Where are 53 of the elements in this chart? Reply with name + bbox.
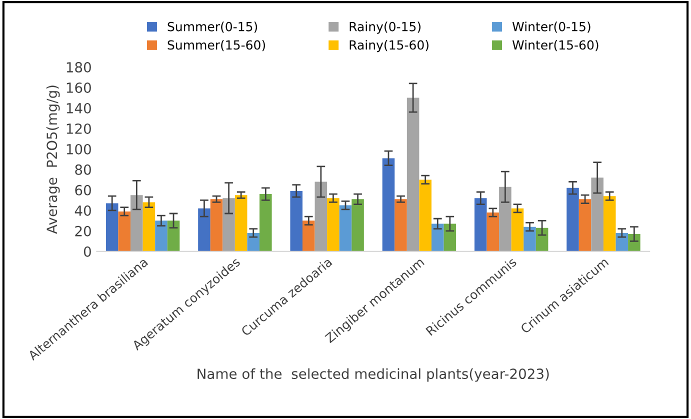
y-tick-label: 20 xyxy=(75,226,91,236)
bar xyxy=(591,178,604,252)
legend-label: Rainy(0-15) xyxy=(350,22,420,34)
legend-label: Winter(0-15) xyxy=(512,22,590,33)
bar xyxy=(302,220,315,252)
bar xyxy=(524,226,536,252)
bar xyxy=(431,224,444,252)
bar xyxy=(198,208,210,252)
bar xyxy=(616,232,628,252)
bar xyxy=(603,196,616,252)
bar xyxy=(486,212,500,252)
y-axis-title: Average P2O5(mg/g) xyxy=(46,86,60,234)
bar xyxy=(234,195,248,252)
bar xyxy=(339,205,352,252)
bar xyxy=(566,188,579,252)
bar xyxy=(444,224,456,252)
bar xyxy=(314,182,328,252)
legend-label: Summer(0-15) xyxy=(168,22,258,33)
bar xyxy=(155,220,168,252)
y-tick-label: 120 xyxy=(66,123,91,134)
y-tick-label: 100 xyxy=(66,144,91,154)
bar xyxy=(118,211,131,252)
bar xyxy=(511,208,524,252)
bar xyxy=(290,190,303,252)
legend-label: Rainy(15-60) xyxy=(350,40,428,52)
bar xyxy=(210,199,223,252)
bar xyxy=(247,232,260,252)
bar xyxy=(352,199,364,252)
bar xyxy=(106,203,118,252)
bar xyxy=(130,195,143,252)
x-axis-title: Name of the selected medicinal plants(year-2023) xyxy=(198,368,549,382)
bar xyxy=(327,198,340,252)
bar xyxy=(260,194,272,252)
legend-label: Winter(15-60) xyxy=(512,40,598,52)
bar xyxy=(536,228,548,252)
bar xyxy=(167,220,180,252)
bar xyxy=(406,98,420,252)
y-tick-label: 160 xyxy=(66,82,91,93)
bar xyxy=(222,198,235,252)
y-tick-label: 80 xyxy=(75,164,91,175)
y-tick-label: 180 xyxy=(66,62,91,73)
y-tick-label: 60 xyxy=(75,184,91,196)
y-tick-label: 40 xyxy=(74,205,91,216)
y-tick-label: 0 xyxy=(84,246,91,257)
bar xyxy=(382,158,395,252)
bar xyxy=(142,202,156,252)
bar xyxy=(499,186,512,252)
bar xyxy=(419,180,432,252)
y-tick-label: 140 xyxy=(66,102,91,114)
bar xyxy=(474,198,487,252)
legend-label: Summer(15-60) xyxy=(168,40,266,52)
bar xyxy=(578,199,592,252)
bar xyxy=(394,199,407,252)
